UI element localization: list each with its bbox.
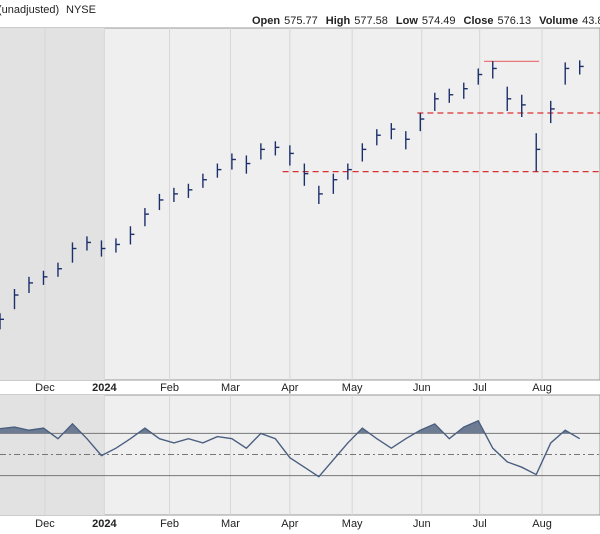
x-tick-label: Aug — [532, 382, 552, 394]
x-tick-label: Feb — [160, 518, 179, 530]
header-value: 577.58 — [354, 15, 388, 27]
header-label: Open — [252, 15, 280, 27]
x-tick-label: Mar — [221, 382, 240, 394]
rsi-line — [0, 419, 581, 478]
x-tick-label: Dec — [35, 518, 55, 530]
x-tick-label: Mar — [221, 518, 240, 530]
header-label: Low — [396, 15, 418, 27]
x-tick-label: Aug — [532, 518, 552, 530]
header-value: 575.77 — [284, 15, 318, 27]
x-tick-label: Jul — [473, 382, 487, 394]
header-label: Close — [464, 15, 494, 27]
header-label: Volume — [539, 15, 578, 27]
x-tick-label: Apr — [281, 382, 298, 394]
x-tick-label: May — [342, 382, 363, 394]
header-value: 574.49 — [422, 15, 456, 27]
x-tick-label: Jul — [473, 518, 487, 530]
prior-year-shade — [0, 28, 105, 380]
x-tick-label: 2024 — [92, 382, 117, 394]
exchange: NYSE — [66, 4, 96, 16]
header-label: High — [326, 15, 351, 27]
x-tick-label: 2024 — [92, 518, 117, 530]
x-tick-label: Feb — [160, 382, 179, 394]
x-tick-label: Dec — [35, 382, 55, 394]
x-tick-label: Apr — [281, 518, 298, 530]
exchange-note: (unadjusted) — [0, 4, 59, 16]
header-value: 43.8M — [582, 15, 600, 27]
header-value: 576.13 — [498, 15, 532, 27]
x-tick-label: May — [342, 518, 363, 530]
x-tick-label: Jun — [413, 382, 431, 394]
x-tick-label: Jun — [413, 518, 431, 530]
